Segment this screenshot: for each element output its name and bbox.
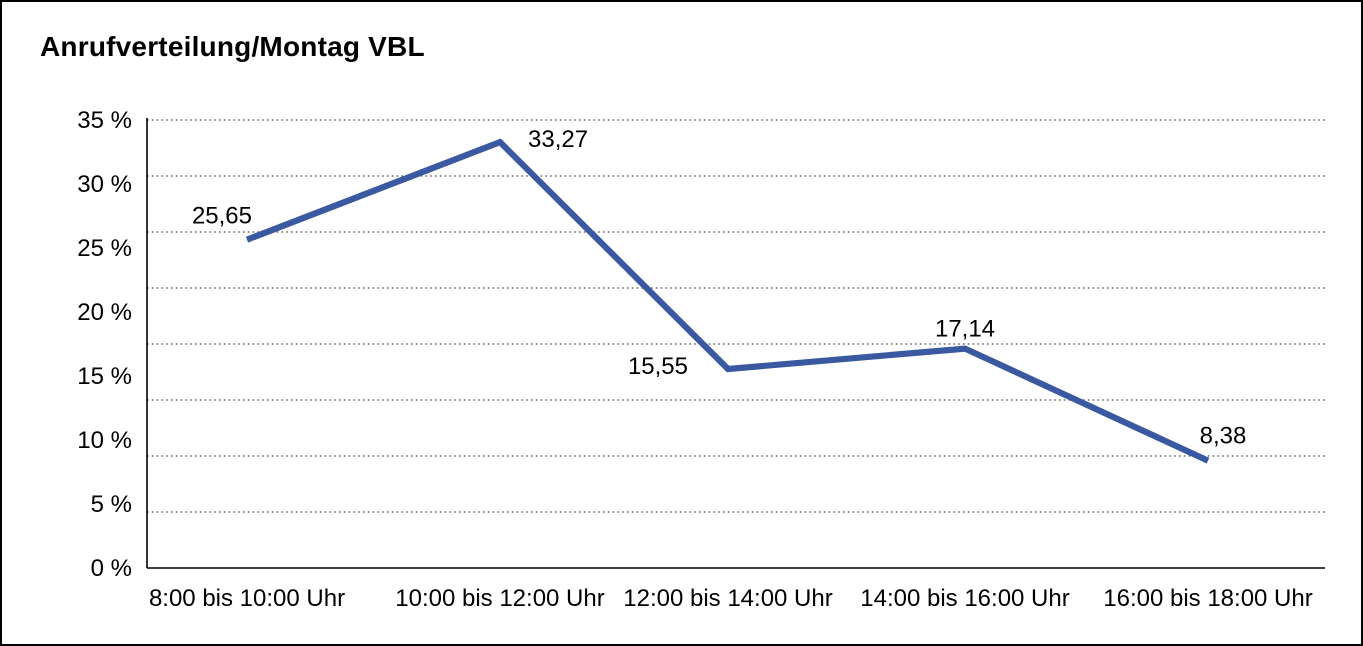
y-tick-label: 20 % <box>77 299 132 326</box>
y-tick-label: 5 % <box>91 491 132 518</box>
data-series-line <box>245 138 1210 464</box>
data-point-label: 17,14 <box>935 316 995 343</box>
y-tick-label: 10 % <box>77 427 132 454</box>
x-axis-label: 10:00 bis 12:00 Uhr <box>395 585 604 612</box>
y-tick-label: 30 % <box>77 171 132 198</box>
data-point-label: 15,55 <box>628 353 688 380</box>
y-tick-label: 0 % <box>91 555 132 582</box>
data-point-label: 33,27 <box>528 126 588 153</box>
y-tick-label: 35 % <box>77 107 132 134</box>
x-axis-label: 12:00 bis 14:00 Uhr <box>623 585 832 612</box>
x-axis-label: 8:00 bis 10:00 Uhr <box>149 585 345 612</box>
chart-title: Anrufverteilung/Montag VBL <box>40 31 425 62</box>
x-axis-label: 16:00 bis 18:00 Uhr <box>1103 585 1312 612</box>
data-point-label: 25,65 <box>192 203 252 230</box>
y-tick-label: 15 % <box>77 363 132 390</box>
x-axis-label: 14:00 bis 16:00 Uhr <box>860 585 1069 612</box>
data-point-label: 8,38 <box>1200 423 1247 450</box>
y-tick-label: 25 % <box>77 235 132 262</box>
